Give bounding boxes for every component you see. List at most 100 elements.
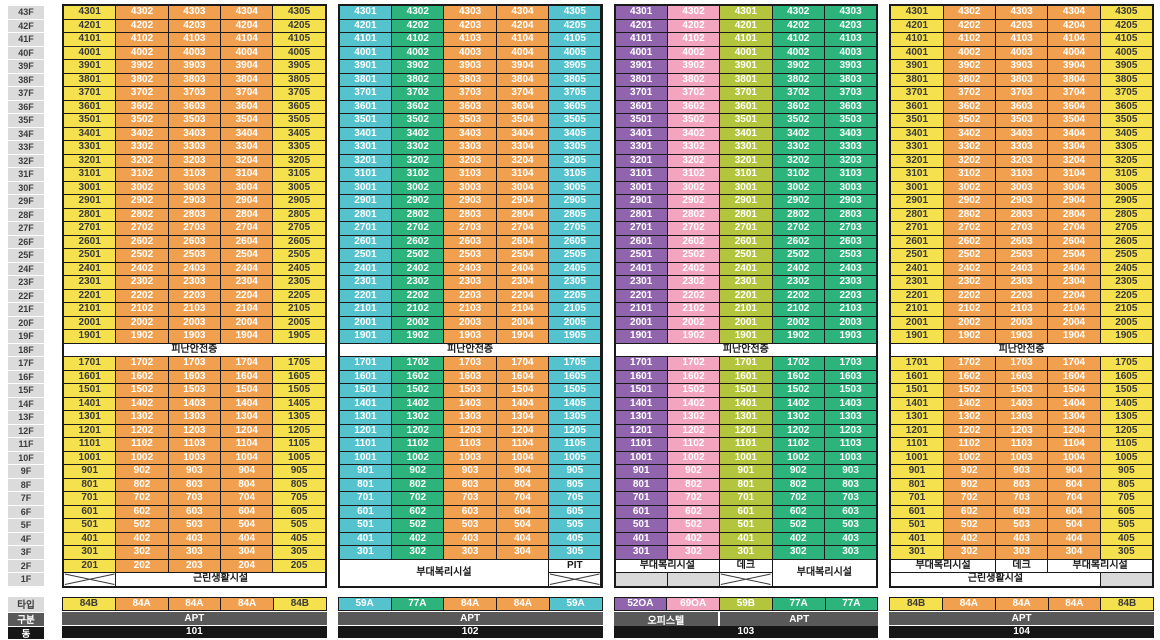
type-cell: 84A bbox=[221, 597, 273, 610]
floor-label: 15F bbox=[8, 384, 44, 397]
unit-cell: 3902 bbox=[943, 60, 995, 73]
unit-cell: 3005 bbox=[273, 181, 325, 194]
unit-cell: 4001 bbox=[64, 46, 116, 59]
unit-cell: 2002 bbox=[392, 316, 444, 329]
unit-cell: 2704 bbox=[496, 222, 549, 235]
unit-cell: 1504 bbox=[496, 384, 549, 397]
unit-cell: 2905 bbox=[549, 195, 601, 208]
unit-cell: 1201 bbox=[615, 424, 667, 437]
unit-cell: 3801 bbox=[720, 73, 772, 86]
unit-cell: 3603 bbox=[995, 100, 1048, 113]
floor-label: 22F bbox=[8, 289, 44, 302]
unit-cell: 2602 bbox=[116, 235, 168, 248]
unit-cell: 702 bbox=[667, 492, 720, 505]
unit-cell: 4104 bbox=[221, 33, 273, 46]
unit-cell: 401 bbox=[64, 532, 116, 545]
unit-cell: 1903 bbox=[444, 330, 496, 343]
unit-cell: 3701 bbox=[720, 87, 772, 100]
unit-cell: 1504 bbox=[221, 384, 273, 397]
unit-cell: 1702 bbox=[943, 357, 995, 370]
type-cell: 84A bbox=[168, 597, 221, 610]
unit-cell: 304 bbox=[221, 546, 273, 559]
unit-cell: 503 bbox=[824, 519, 877, 532]
unit-cell: 3702 bbox=[392, 87, 444, 100]
unit-cell: 1402 bbox=[667, 397, 720, 410]
legend-type-label: 타입 bbox=[8, 596, 44, 612]
unit-cell: 4301 bbox=[720, 6, 772, 19]
unit-cell: 301 bbox=[339, 546, 392, 559]
unit-cell: 3805 bbox=[1100, 73, 1152, 86]
unit-cell: 2601 bbox=[891, 235, 943, 248]
legend-category-label: 구분 bbox=[8, 613, 44, 626]
unit-cell: 1101 bbox=[339, 438, 392, 451]
unit-cell: 3904 bbox=[221, 60, 273, 73]
floor-label: 36F bbox=[8, 100, 44, 113]
unit-cell: 2803 bbox=[995, 208, 1048, 221]
unit-cell: 3102 bbox=[667, 168, 720, 181]
unit-cell: 3203 bbox=[824, 154, 877, 167]
unit-cell: 2701 bbox=[720, 222, 772, 235]
unit-cell: 3904 bbox=[1048, 60, 1100, 73]
unit-cell: 903 bbox=[824, 465, 877, 478]
unit-cell: 2703 bbox=[824, 222, 877, 235]
unit-cell: 4303 bbox=[995, 6, 1048, 19]
type-cell: 77A bbox=[825, 597, 878, 610]
unit-cell: 2601 bbox=[720, 235, 772, 248]
unit-cell: 3904 bbox=[496, 60, 549, 73]
unit-cell: 2103 bbox=[444, 303, 496, 316]
unit-cell: 2202 bbox=[943, 289, 995, 302]
unit-cell: 4201 bbox=[720, 19, 772, 32]
unit-cell: 2102 bbox=[667, 303, 720, 316]
unit-cell: 3001 bbox=[720, 181, 772, 194]
unit-cell: 3902 bbox=[772, 60, 824, 73]
unit-cell: 2505 bbox=[1100, 249, 1152, 262]
unit-cell: 502 bbox=[392, 519, 444, 532]
unit-cell: 3501 bbox=[64, 114, 116, 127]
unit-cell: 604 bbox=[496, 505, 549, 518]
unit-cell: 1705 bbox=[273, 357, 325, 370]
unit-cell: 805 bbox=[1100, 478, 1152, 491]
unit-cell: 403 bbox=[168, 532, 221, 545]
unit-cell: 1201 bbox=[339, 424, 392, 437]
unit-cell: 2801 bbox=[720, 208, 772, 221]
unit-cell: 501 bbox=[615, 519, 667, 532]
unit-cell: 1903 bbox=[995, 330, 1048, 343]
unit-cell: 1605 bbox=[273, 370, 325, 383]
unit-cell: 302 bbox=[116, 546, 168, 559]
unit-cell: 3704 bbox=[496, 87, 549, 100]
unit-cell: 902 bbox=[392, 465, 444, 478]
unit-cell: 2005 bbox=[549, 316, 601, 329]
floor-label: 12F bbox=[8, 424, 44, 437]
unit-cell: 501 bbox=[64, 519, 116, 532]
unit-cell: 1402 bbox=[772, 397, 824, 410]
unit-cell: 2904 bbox=[496, 195, 549, 208]
unit-cell: 1103 bbox=[168, 438, 221, 451]
unit-cell: 701 bbox=[615, 492, 667, 505]
unit-cell: 1903 bbox=[168, 330, 221, 343]
unit-cell: 3703 bbox=[824, 87, 877, 100]
category-cell: APT bbox=[62, 612, 327, 625]
unit-cell: 401 bbox=[615, 532, 667, 545]
unit-cell: 601 bbox=[720, 505, 772, 518]
unit-cell: 4302 bbox=[392, 6, 444, 19]
unit-cell: 4102 bbox=[943, 33, 995, 46]
type-cell: 84A bbox=[444, 597, 496, 610]
unit-cell: 2801 bbox=[615, 208, 667, 221]
unit-cell: 1701 bbox=[891, 357, 943, 370]
type-row: 84B 84A 84A 84A 84B bbox=[62, 596, 327, 611]
floor-label: 10F bbox=[8, 451, 44, 464]
unit-cell: 1901 bbox=[615, 330, 667, 343]
building-number-bar: 101 bbox=[62, 625, 327, 638]
unit-cell: 3402 bbox=[392, 127, 444, 140]
unit-cell: 3205 bbox=[273, 154, 325, 167]
unit-cell: 503 bbox=[444, 519, 496, 532]
unit-cell: 1904 bbox=[1048, 330, 1100, 343]
unit-cell: 1105 bbox=[549, 438, 601, 451]
unit-cell: 3504 bbox=[221, 114, 273, 127]
unit-cell: 704 bbox=[496, 492, 549, 505]
unit-cell: 904 bbox=[1048, 465, 1100, 478]
unit-cell: 1305 bbox=[273, 411, 325, 424]
unit-cell: 3002 bbox=[943, 181, 995, 194]
unit-cell: 3305 bbox=[1100, 141, 1152, 154]
unit-cell: 3701 bbox=[891, 87, 943, 100]
